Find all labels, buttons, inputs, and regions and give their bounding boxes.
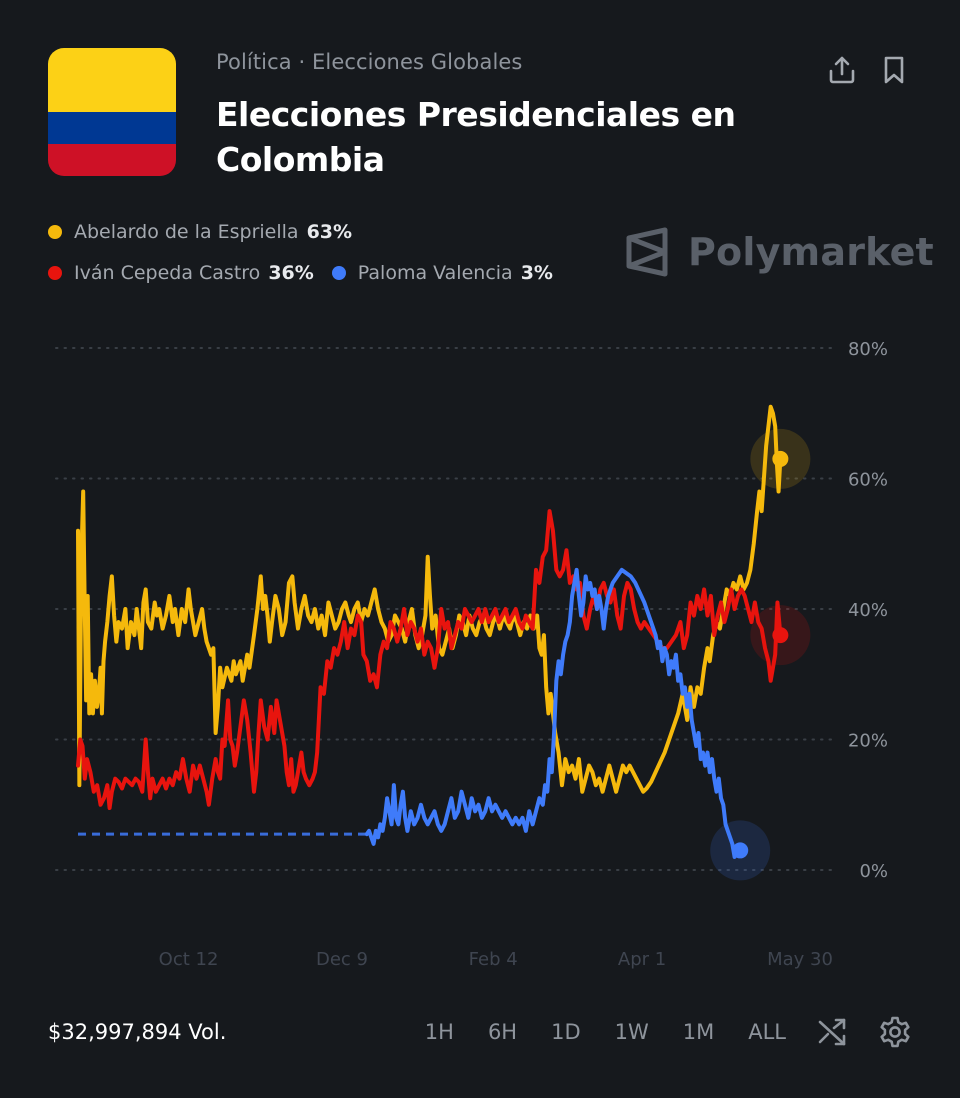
timeframe-1d[interactable]: 1D [551,1020,581,1044]
legend-item-valencia[interactable]: Paloma Valencia 3% [331,262,553,284]
y-tick-label: 0% [859,861,888,882]
share-button[interactable] [822,50,862,90]
x-tick-label: May 30 [767,949,833,970]
flag-band-red [48,144,176,176]
y-tick-label: 20% [848,731,888,752]
x-tick-label: Feb 4 [469,949,518,970]
end-marker [772,627,789,644]
legend-value: 3% [520,262,553,284]
end-marker [732,842,749,859]
polymarket-wordmark: Polymarket [688,230,934,274]
breadcrumb[interactable]: Política · Elecciones Globales [216,50,523,74]
x-tick-label: Dec 9 [316,949,368,970]
legend-dot-espriella [48,225,62,239]
series-line [76,404,783,794]
timeframe-6h[interactable]: 6H [487,1020,518,1044]
timeframe-1w[interactable]: 1W [614,1020,649,1044]
bookmark-button[interactable] [874,50,914,90]
flag-band-yellow [48,48,176,112]
probability-chart[interactable]: 80% 60% 40% 20% 0% Oct 12 Dec 9 Feb 4 Apr 1 May … [0,320,960,990]
chart-footer: $32,997,894 Vol. 1H 6H 1D 1W 1M ALL [48,1012,912,1052]
legend-value: 36% [268,262,314,284]
share-icon [829,56,855,84]
legend-row-1: Abelardo de la Espriella 63% [48,221,370,243]
polymarket-icon [626,227,668,277]
end-markers [710,428,811,881]
legend-name: Paloma Valencia [357,262,513,284]
end-marker [772,450,789,467]
timeframe-1h[interactable]: 1H [424,1020,454,1044]
legend-name: Abelardo de la Espriella [74,221,299,243]
y-tick-label: 80% [848,339,888,360]
legend-item-espriella[interactable]: Abelardo de la Espriella 63% [48,221,352,243]
shuffle-icon [818,1018,846,1046]
legend-dot-valencia [331,266,346,280]
y-axis-ticks: 80% 60% 40% 20% 0% [848,339,888,882]
timeframe-1m[interactable]: 1M [682,1020,715,1044]
legend-name: Iván Cepeda Castro [74,262,261,284]
y-tick-label: 40% [848,600,888,621]
bookmark-icon [884,56,904,84]
flag-band-blue [48,112,176,144]
x-tick-label: Apr 1 [618,949,666,970]
polymarket-logo: Polymarket [624,226,934,278]
y-tick-label: 60% [848,470,888,491]
volume-label: $32,997,894 Vol. [48,1020,227,1044]
series-lines [76,404,783,859]
settings-icon [880,1016,910,1048]
legend-dot-cepeda [48,266,62,280]
x-axis-ticks: Oct 12 Dec 9 Feb 4 Apr 1 May 30 [159,949,833,970]
legend-row-2: Iván Cepeda Castro 36% Paloma Valencia 3… [48,262,571,284]
colombia-flag [48,48,176,176]
x-tick-label: Oct 12 [159,949,219,970]
shuffle-button[interactable] [816,1016,848,1048]
settings-button[interactable] [878,1015,912,1049]
timeframe-all[interactable]: ALL [748,1020,786,1044]
page-title: Elecciones Presidenciales en Colombia [216,95,736,179]
legend-value: 63% [306,221,353,243]
series-line [364,567,743,859]
legend-item-cepeda[interactable]: Iván Cepeda Castro 36% [48,262,314,284]
